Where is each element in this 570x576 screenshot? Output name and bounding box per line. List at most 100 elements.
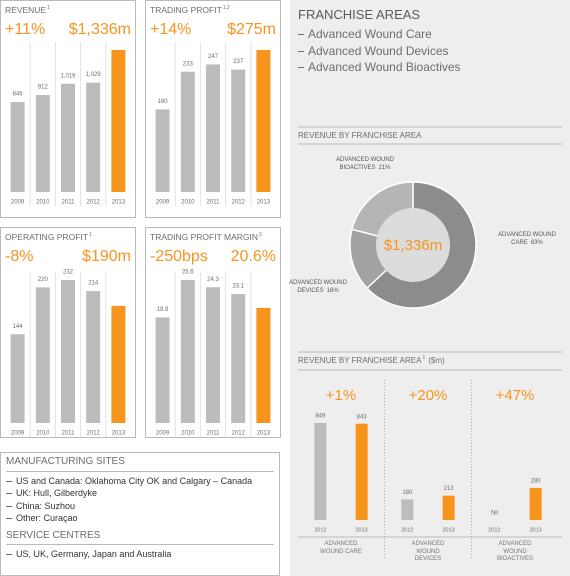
x-tick-label: 2009 <box>156 431 170 437</box>
donut-label-value: 21% <box>378 165 391 171</box>
sites-heading: SERVICE CENTRES <box>6 530 274 545</box>
value-label: 25.6 <box>182 270 194 276</box>
x-tick-label: 2012 <box>87 200 101 206</box>
headline: $275m <box>227 21 276 38</box>
bar <box>206 64 220 192</box>
value-label: 232 <box>63 270 74 276</box>
bar <box>401 499 414 520</box>
value-label: 18.9 <box>157 307 169 313</box>
donut-label: ADVANCED WOUND BIOACTIVES 21% <box>330 156 400 172</box>
panel-title: TRADING PROFIT MARGIN2 <box>150 232 262 242</box>
value-label: 220 <box>38 277 49 283</box>
franchise-item: Advanced Wound Care <box>298 26 461 43</box>
panel-frame <box>0 227 136 438</box>
sites-heading: MANUFACTURING SITES <box>6 456 274 472</box>
x-tick-label: 2009 <box>11 200 25 206</box>
x-tick-label: 2012 <box>232 200 246 206</box>
bar <box>155 317 170 423</box>
donut-label-name: ADVANCED WOUND DEVICES <box>289 280 347 294</box>
x-tick-label: 2012 <box>488 527 500 533</box>
change: +14% <box>150 21 191 38</box>
site-text: US and Canada: Oklahoma City OK and Calg… <box>16 475 253 486</box>
value-label: 1,019 <box>60 73 76 79</box>
x-tick-label: 2012 <box>401 527 413 533</box>
headline: $190m <box>82 248 131 265</box>
bar <box>155 109 170 192</box>
x-tick-label: 2010 <box>181 200 195 206</box>
x-tick-label: 2010 <box>36 431 50 437</box>
donut-label-value: 16% <box>326 288 339 294</box>
value-label: 849 <box>315 414 326 420</box>
bar <box>180 280 195 423</box>
grouped-title-note: 1 <box>422 355 425 361</box>
value-label: 843 <box>357 414 368 420</box>
panel-frame <box>0 0 136 218</box>
group-label: ADVANCED WOUND DEVICES <box>411 541 445 562</box>
bar <box>231 69 246 192</box>
site-item: Other: Curaçao <box>6 512 274 525</box>
value-label: 160 <box>158 99 169 105</box>
panel-title: TRADING PROFIT1,2 <box>150 5 230 15</box>
bar <box>35 287 50 423</box>
bar <box>256 50 271 192</box>
value-label: 23.1 <box>232 284 244 290</box>
panel-title-text: OPERATING PROFIT <box>5 232 88 242</box>
panel-title-text: REVENUE <box>5 5 46 15</box>
grouped-title: REVENUE BY FRANCHISE AREA1 ($m) <box>298 355 445 365</box>
panel-title-text: TRADING PROFIT <box>150 5 222 15</box>
x-tick-label: 2009 <box>11 431 25 437</box>
bar <box>256 307 271 423</box>
value-label: 247 <box>208 54 219 60</box>
x-tick-label: 2010 <box>36 200 50 206</box>
bar <box>314 423 327 520</box>
franchise-list: Advanced Wound Care Advanced Wound Devic… <box>298 26 461 76</box>
donut-label: ADVANCED WOUND DEVICES 16% <box>283 279 353 295</box>
value-label: 144 <box>13 324 24 330</box>
value-label: 280 <box>531 479 542 485</box>
bar <box>529 488 542 520</box>
franchise-item: Advanced Wound Devices <box>298 43 461 60</box>
franchise-item-text: Advanced Wound Devices <box>308 43 449 58</box>
grouped-title-unit: ($m) <box>428 356 445 365</box>
value-label: 846 <box>13 92 24 98</box>
value-label: 24.3 <box>207 277 219 283</box>
bar <box>10 334 25 423</box>
site-item: US, UK, Germany, Japan and Australia <box>6 548 274 561</box>
x-tick-label: 2011 <box>62 200 76 206</box>
panel-frame <box>145 0 281 218</box>
x-tick-label: 2011 <box>62 431 76 437</box>
group-change: +1% <box>326 387 356 404</box>
site-text: UK: Hull, Gilberdyke <box>16 488 98 498</box>
headline: 20.6% <box>231 248 276 265</box>
grouped-title-text: REVENUE BY FRANCHISE AREA <box>298 356 422 365</box>
bar <box>86 82 101 192</box>
bar <box>61 280 75 423</box>
x-tick-label: 2013 <box>530 527 542 533</box>
x-tick-label: 2013 <box>112 431 126 437</box>
x-tick-label: 2013 <box>356 527 368 533</box>
site-text: Other: Curaçao <box>16 513 78 523</box>
bar <box>180 71 195 192</box>
value-label: 213 <box>444 486 455 492</box>
x-tick-label: 2009 <box>156 200 170 206</box>
donut-label-value: 63% <box>530 240 543 246</box>
value-label: 214 <box>88 281 99 287</box>
site-item: China: Suzhou <box>6 500 274 513</box>
change: +11% <box>5 21 45 38</box>
donut-label-name: ADVANCED WOUND BIOACTIVES <box>336 157 394 171</box>
x-tick-label: 2012 <box>314 527 326 533</box>
x-tick-label: 2011 <box>207 200 221 206</box>
x-tick-label: 2012 <box>87 431 101 437</box>
donut-label-name: ADVANCED WOUND CARE <box>498 232 556 246</box>
site-text: China: Suzhou <box>16 500 76 511</box>
donut-center: $1,336m <box>384 237 442 254</box>
sites: MANUFACTURING SITES US and Canada: Oklah… <box>6 456 274 561</box>
group-label: ADVANCED WOUND CARE <box>320 541 362 555</box>
x-tick-label: 2013 <box>257 200 271 206</box>
panel-title-note: 1 <box>89 232 92 238</box>
panel-title-note: 1 <box>47 5 50 11</box>
bar <box>355 423 368 520</box>
site-item: UK: Hull, Gilberdyke <box>6 487 274 500</box>
bar <box>35 95 50 192</box>
